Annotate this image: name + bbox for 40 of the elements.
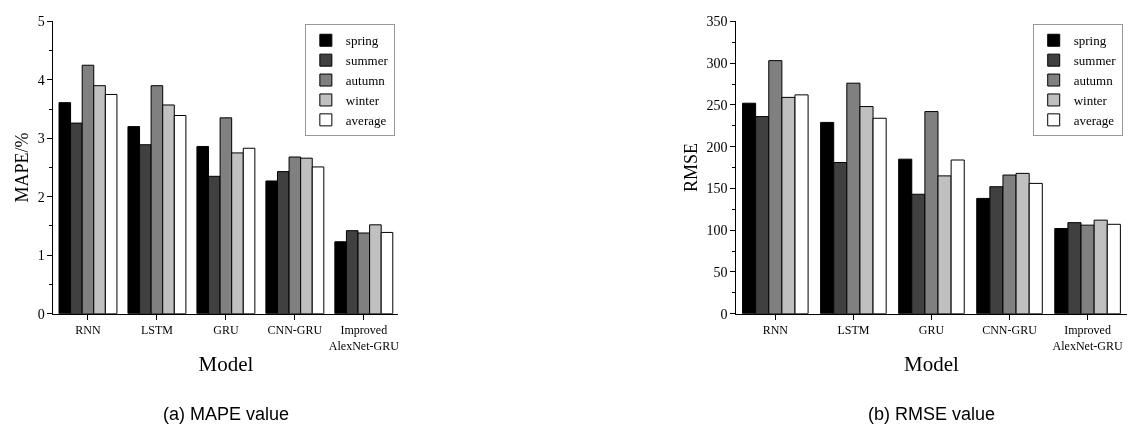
legend-label: average <box>1073 112 1115 128</box>
legend-label: autumn <box>1073 73 1114 89</box>
x-tick-label: LSTM <box>837 323 870 338</box>
x-tick-label: Improved AlexNet-GRU <box>1052 323 1123 353</box>
y-axis-title: RMSE <box>680 143 701 193</box>
legend-label: winter <box>1073 93 1108 109</box>
legend-label: summer <box>345 53 389 69</box>
y-tick-label: 50 <box>713 264 728 280</box>
legend-label: spring <box>1073 33 1107 49</box>
y-tick-label: 350 <box>706 14 728 30</box>
x-axis-title: Model <box>904 351 960 376</box>
y-tick-label: 150 <box>706 181 728 197</box>
y-tick-label: 3 <box>37 131 45 147</box>
y-tick-label: 4 <box>37 72 45 88</box>
y-tick-label: 0 <box>720 306 728 322</box>
y-tick-label: 200 <box>706 139 728 155</box>
text: (a) MAPE value <box>163 404 290 424</box>
x-tick-label: RNN <box>75 323 101 338</box>
y-tick-label: 100 <box>706 223 728 239</box>
y-tick-label: 5 <box>37 14 45 30</box>
text: (b) RMSE value <box>868 404 996 424</box>
x-tick-label: GRU <box>213 323 239 338</box>
legend-label: spring <box>345 33 379 49</box>
y-tick-label: 0 <box>37 306 45 322</box>
x-tick-label: Improved AlexNet-GRU <box>328 323 400 353</box>
x-tick-label: CNN-GRU <box>267 323 323 338</box>
x-tick-label: LSTM <box>140 323 174 338</box>
x-tick-label: GRU <box>918 323 945 338</box>
x-tick-label: CNN-GRU <box>982 323 1038 338</box>
y-tick-label: 1 <box>37 248 45 264</box>
y-axis-title: MAPE/% <box>11 132 32 203</box>
legend-label: autumn <box>345 73 386 89</box>
legend-label: winter <box>345 93 380 109</box>
legend-label: summer <box>1073 53 1117 69</box>
x-axis-title: Model <box>198 351 254 376</box>
y-tick-label: 250 <box>706 97 728 113</box>
x-tick-label: RNN <box>762 323 789 338</box>
y-tick-label: 2 <box>37 189 45 205</box>
y-tick-label: 300 <box>706 56 728 72</box>
legend-label: average <box>345 112 387 128</box>
